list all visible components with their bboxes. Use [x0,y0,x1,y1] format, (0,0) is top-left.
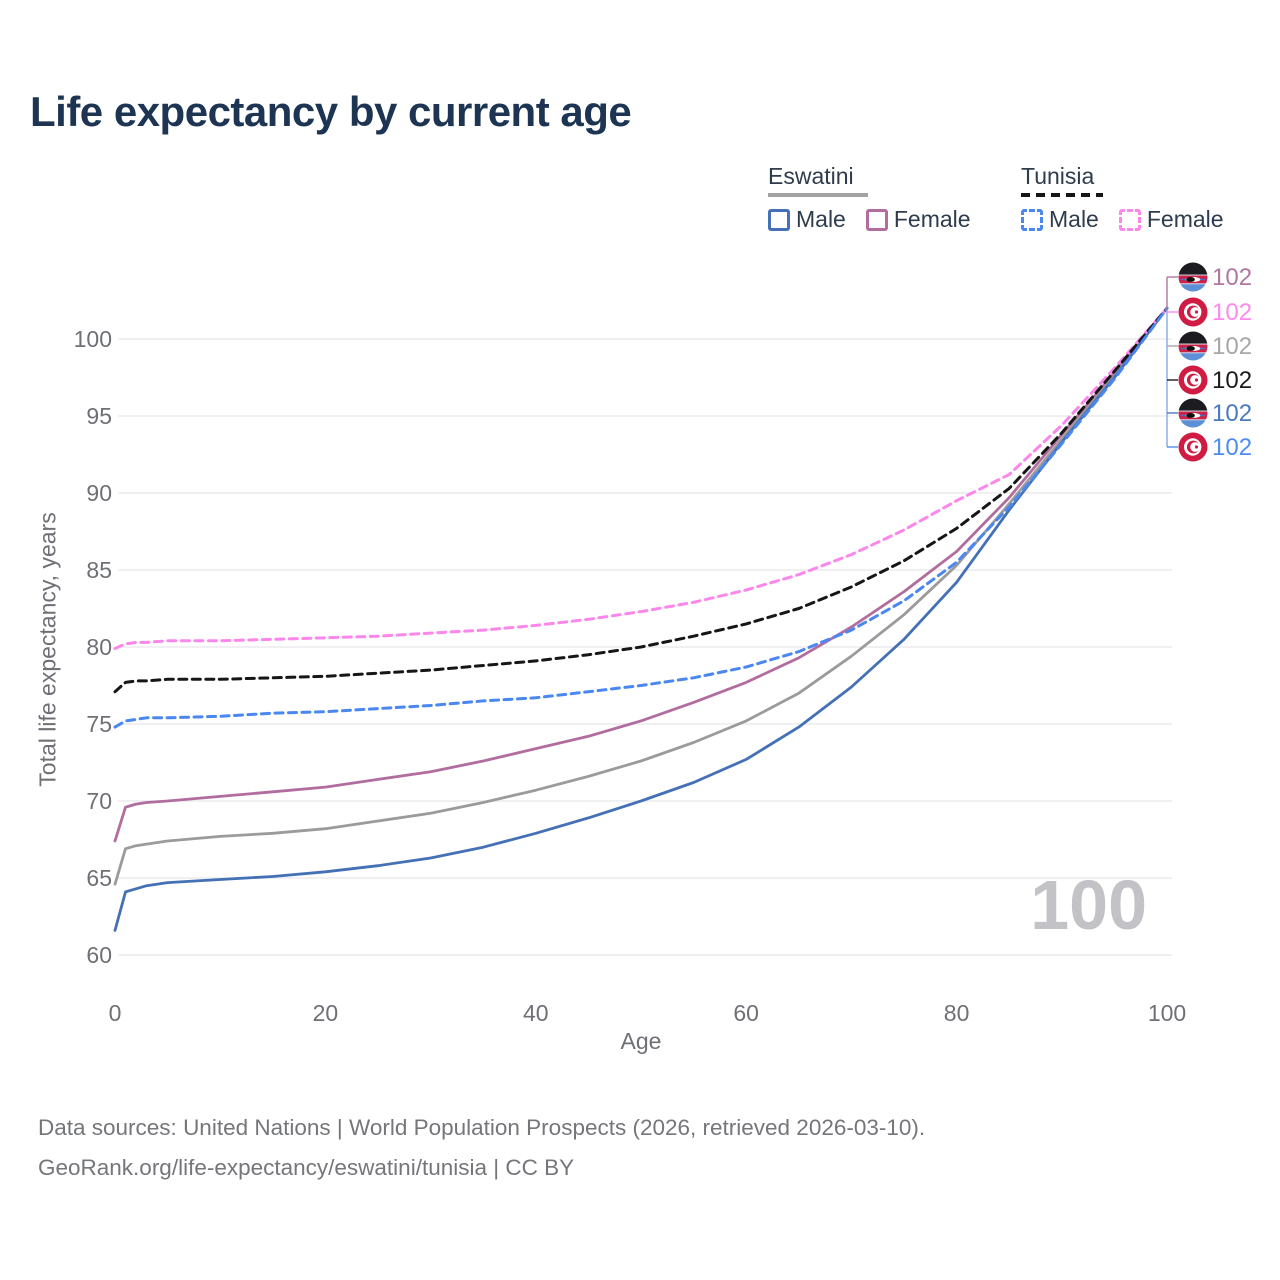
y-tick-label: 70 [86,788,112,814]
legend-item-eswatini-male[interactable]: Male [768,206,846,233]
legend-country-eswatini: Eswatini [768,163,854,189]
age-counter-watermark: 100 [1030,866,1147,944]
page-title: Life expectancy by current age [30,88,632,135]
series-line-eswatini-both[interactable] [113,306,1169,886]
legend-label-eswatini-male: Male [796,206,846,232]
tunisia-female-swatch[interactable] [1118,208,1141,231]
series-line-eswatini-male[interactable] [113,306,1169,932]
y-tick-label: 100 [74,326,112,352]
x-tick-label: 0 [109,1000,122,1026]
eswatini-solid-line-key [768,193,868,197]
x-tick-label: 100 [1148,1000,1186,1026]
y-tick-label: 85 [86,557,112,583]
tunisia-flag-icon [1178,297,1208,327]
footer-data-sources: Data sources: United Nations | World Pop… [38,1115,926,1140]
y-tick-label: 80 [86,634,112,660]
tunisia-male-swatch[interactable] [1021,208,1043,231]
tunisia-flag-icon [1178,365,1208,395]
x-axis-title: Age [620,1028,662,1054]
legend-item-tunisia-female[interactable]: Female [1118,206,1224,233]
legend-label-tunisia-female: Female [1146,206,1224,232]
y-tick-label: 60 [86,942,112,968]
eswatini-flag-icon [1178,262,1208,292]
legend-label-eswatini-female: Female [893,206,971,232]
legend-group-eswatini: Eswatini Male Female [768,163,971,233]
series-line-tunisia-female[interactable] [113,306,1169,650]
y-tick-label: 95 [86,403,112,429]
legend-group-tunisia: Tunisia Male Female [1021,163,1224,233]
end-value-label: 102 [1212,400,1252,427]
end-value-label: 102 [1212,367,1252,394]
eswatini-male-swatch[interactable] [768,208,790,231]
legend-label-tunisia-male: Male [1049,206,1099,232]
end-value-label: 102 [1212,264,1252,291]
eswatini-flag-icon [1178,398,1208,428]
x-tick-label: 80 [944,1000,970,1026]
legend-country-tunisia: Tunisia [1021,163,1095,189]
end-value-label: 102 [1212,434,1252,461]
x-tick-label: 20 [313,1000,339,1026]
series-line-tunisia-both[interactable] [113,306,1169,694]
x-tick-label: 40 [523,1000,549,1026]
series-line-eswatini-female[interactable] [113,306,1169,843]
eswatini-flag-icon [1178,331,1208,361]
y-tick-label: 65 [86,865,112,891]
y-tick-label: 90 [86,480,112,506]
series-line-tunisia-male[interactable] [113,306,1169,729]
legend-item-tunisia-male[interactable]: Male [1021,206,1099,233]
x-tick-label: 60 [733,1000,759,1026]
y-axis-title: Total life expectancy, years [34,512,61,787]
footer: Data sources: United Nations | World Pop… [38,1108,925,1188]
legend-item-eswatini-female[interactable]: Female [865,206,971,233]
eswatini-female-swatch[interactable] [865,208,888,231]
tunisia-flag-icon [1178,432,1208,462]
tunisia-dashed-line-key [1021,193,1103,197]
end-value-label: 102 [1212,299,1252,326]
y-tick-label: 75 [86,711,112,737]
footer-attribution: GeoRank.org/life-expectancy/eswatini/tun… [38,1155,575,1180]
end-value-label: 102 [1212,333,1252,360]
